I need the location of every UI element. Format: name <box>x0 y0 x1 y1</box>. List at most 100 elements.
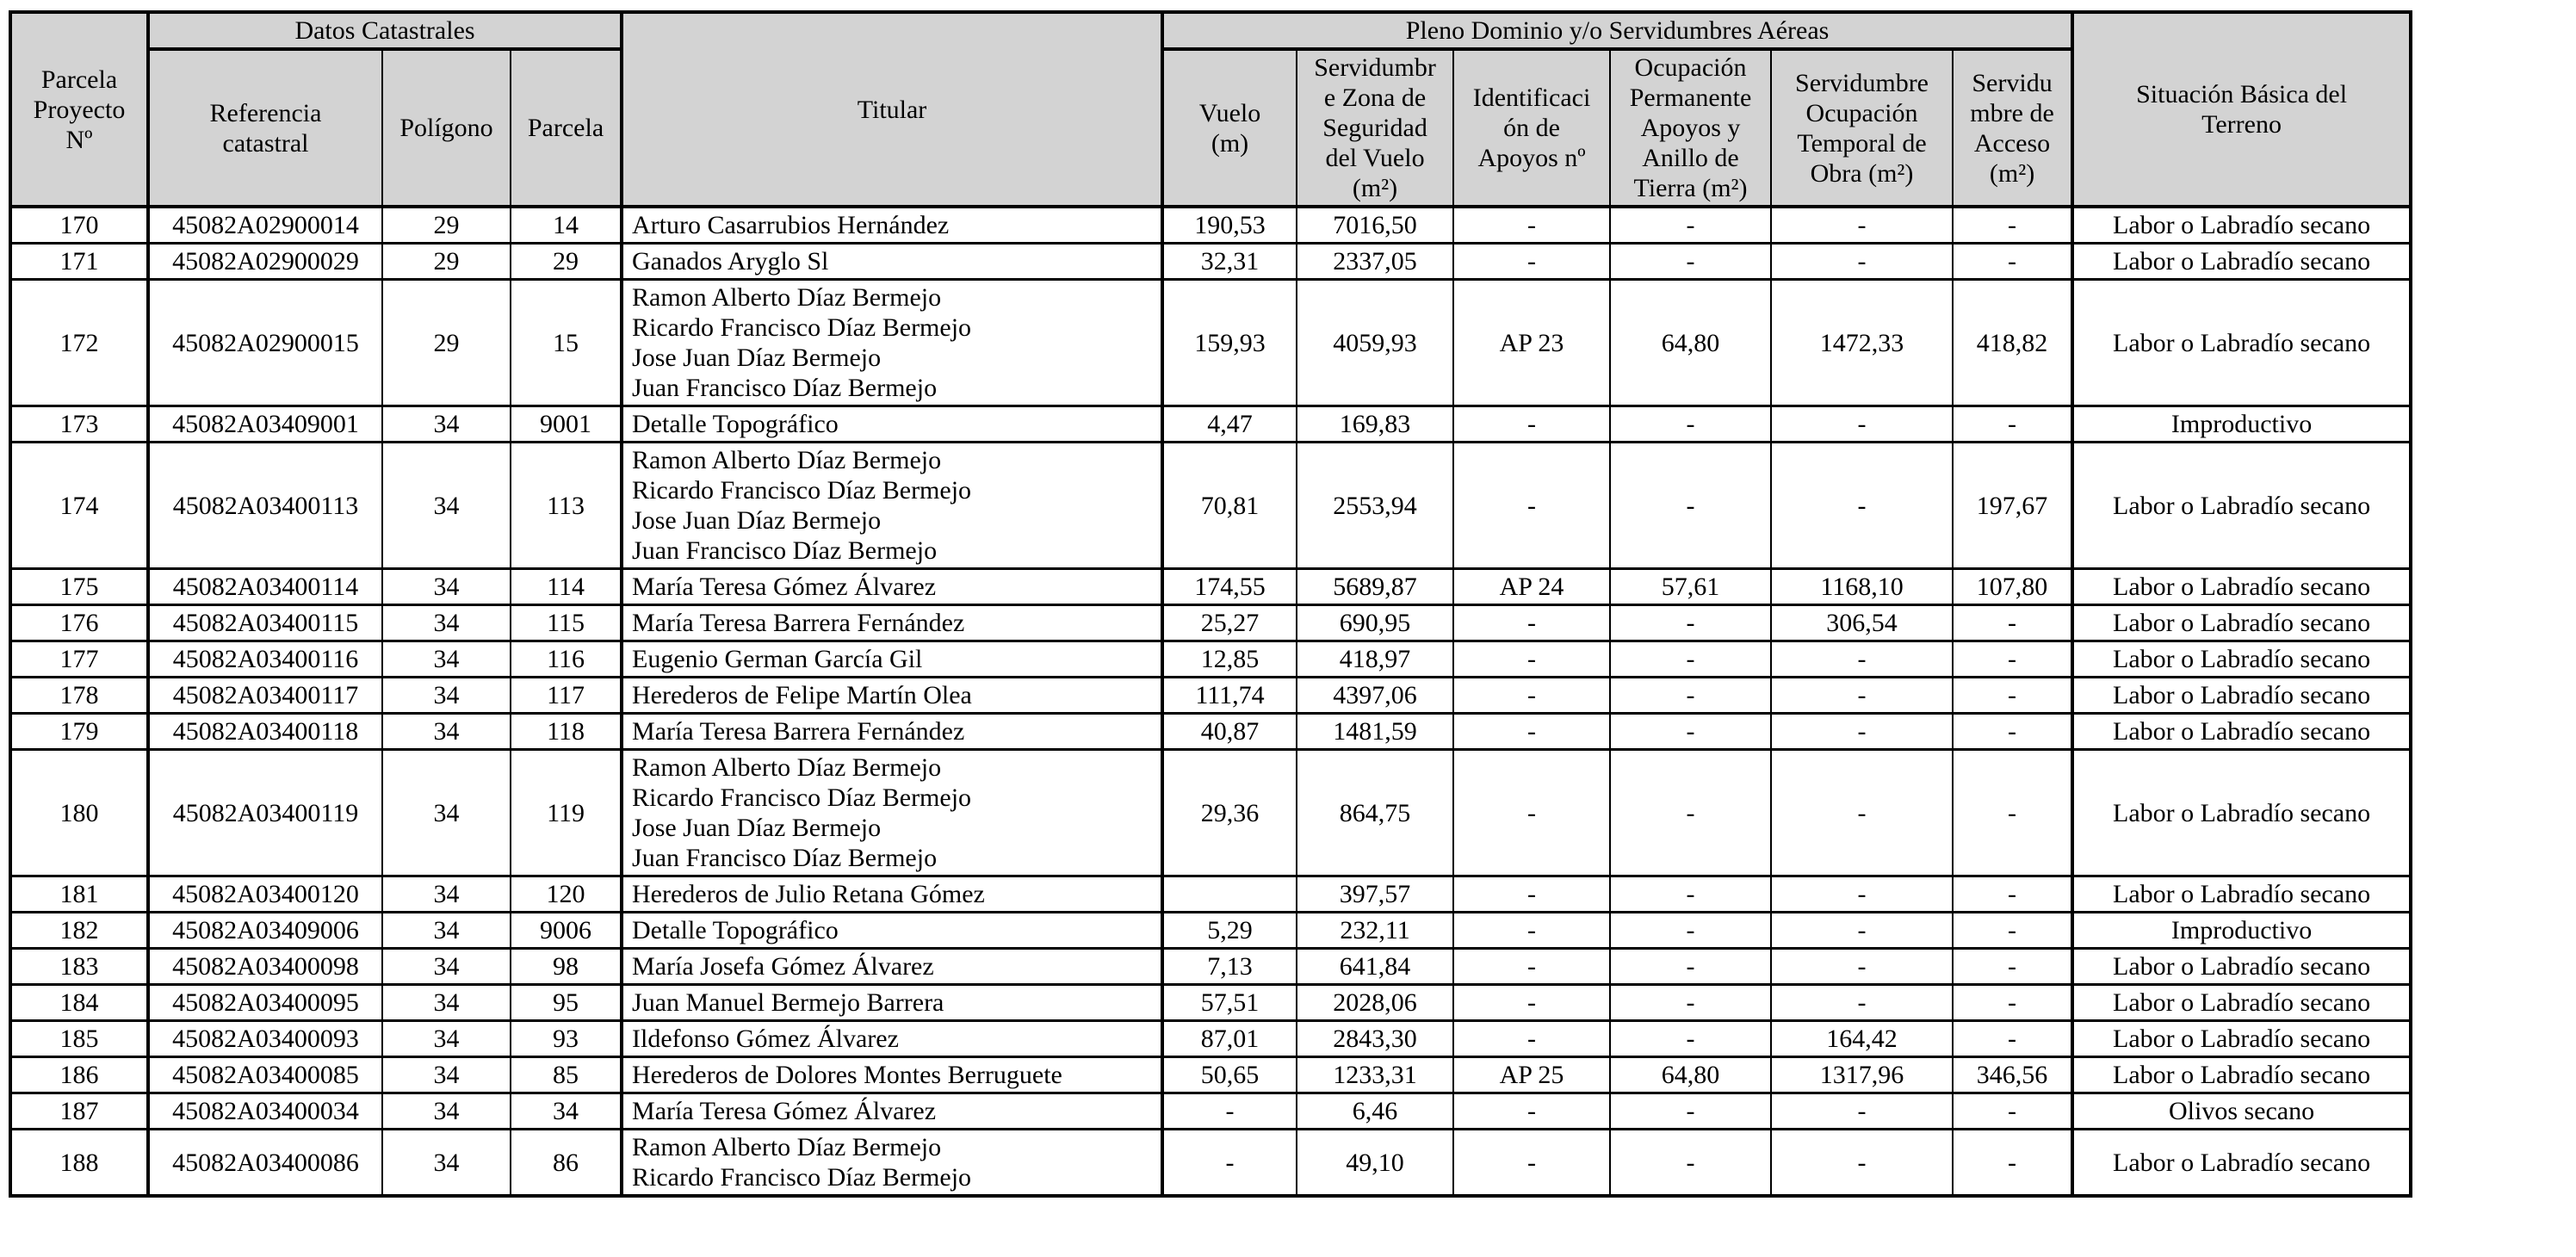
cell-ocupacion: - <box>1609 1019 1773 1058</box>
cell-vuelo: 70,81 <box>1161 441 1298 570</box>
table-row: 183 45082A03400098 34 98 María Josefa Gómez … <box>9 947 2412 986</box>
cell-ocupacion: - <box>1609 441 1773 570</box>
table-row: 178 45082A03400117 34 117 Herederos de Felip… <box>9 676 2412 715</box>
cell-acceso: 346,56 <box>1952 1056 2074 1094</box>
header-referencia-catastral: Referencia catastral <box>146 48 383 208</box>
header-poligono: Polígono <box>381 48 511 208</box>
cell-poligono: 34 <box>381 1092 511 1130</box>
cell-ref: 45082A03400113 <box>146 441 383 570</box>
cell-temporal: - <box>1770 242 1954 281</box>
cell-titular: Ramon Alberto Díaz Bermejo Ricardo Franc… <box>620 278 1164 407</box>
cell-poligono: 34 <box>381 1019 511 1058</box>
table-row: 180 45082A03400119 34 119 Ramon Alberto Díaz… <box>9 748 2412 877</box>
table-row: 185 45082A03400093 34 93 Ildefonso Gómez Álv… <box>9 1019 2412 1058</box>
header-ocupacion-permanente: Ocupación Permanente Apoyos y Anillo de … <box>1609 48 1773 208</box>
cell-servidumbre: 397,57 <box>1296 875 1455 913</box>
cell-num: 180 <box>9 748 149 877</box>
cell-servidumbre: 169,83 <box>1296 405 1455 443</box>
cell-vuelo: 29,36 <box>1161 748 1298 877</box>
cell-ref: 45082A03400117 <box>146 676 383 715</box>
cell-num: 179 <box>9 712 149 751</box>
cell-parcela: 29 <box>509 242 623 281</box>
cell-temporal: - <box>1770 712 1954 751</box>
cell-num: 186 <box>9 1056 149 1094</box>
cell-poligono: 34 <box>381 1056 511 1094</box>
cell-titular: María Josefa Gómez Álvarez <box>620 947 1164 986</box>
cell-apoyos: - <box>1452 405 1612 443</box>
table-row: 174 45082A03400113 34 113 Ramon Alberto Díaz… <box>9 441 2412 570</box>
cell-temporal: - <box>1770 640 1954 678</box>
cell-ocupacion: - <box>1609 640 1773 678</box>
cell-ref: 45082A03409001 <box>146 405 383 443</box>
cell-apoyos: - <box>1452 205 1612 245</box>
cell-poligono: 34 <box>381 748 511 877</box>
cell-parcela: 9001 <box>509 405 623 443</box>
cell-poligono: 34 <box>381 567 511 606</box>
cell-vuelo <box>1161 875 1298 913</box>
cell-ref: 45082A03400034 <box>146 1092 383 1130</box>
cell-acceso: - <box>1952 1092 2074 1130</box>
cell-servidumbre: 2553,94 <box>1296 441 1455 570</box>
cell-servidumbre: 2843,30 <box>1296 1019 1455 1058</box>
cell-poligono: 29 <box>381 278 511 407</box>
cell-vuelo: 25,27 <box>1161 604 1298 642</box>
cell-vuelo: 57,51 <box>1161 983 1298 1022</box>
cell-situacion: Labor o Labradío secano <box>2071 875 2412 913</box>
cell-poligono: 34 <box>381 712 511 751</box>
cell-ref: 45082A03400116 <box>146 640 383 678</box>
cell-ocupacion: 57,61 <box>1609 567 1773 606</box>
cell-ref: 45082A03400114 <box>146 567 383 606</box>
cell-servidumbre: 5689,87 <box>1296 567 1455 606</box>
cell-ref: 45082A03400093 <box>146 1019 383 1058</box>
cell-ref: 45082A03400098 <box>146 947 383 986</box>
cell-situacion: Labor o Labradío secano <box>2071 712 2412 751</box>
cell-poligono: 34 <box>381 1128 511 1198</box>
cell-situacion: Labor o Labradío secano <box>2071 1056 2412 1094</box>
cell-situacion: Labor o Labradío secano <box>2071 242 2412 281</box>
cell-servidumbre: 1481,59 <box>1296 712 1455 751</box>
cell-ocupacion: 64,80 <box>1609 278 1773 407</box>
cell-apoyos: - <box>1452 875 1612 913</box>
cell-parcela: 15 <box>509 278 623 407</box>
header-sub-row: Referencia catastral Polígono Parcela Vu… <box>10 48 2411 208</box>
cell-ref: 45082A03400115 <box>146 604 383 642</box>
cell-servidumbre: 4059,93 <box>1296 278 1455 407</box>
table-row: 187 45082A03400034 34 34 María Teresa Gómez … <box>9 1092 2412 1130</box>
cell-titular: Herederos de Julio Retana Gómez <box>620 875 1164 913</box>
cell-parcela: 85 <box>509 1056 623 1094</box>
cell-num: 183 <box>9 947 149 986</box>
cell-situacion: Labor o Labradío secano <box>2071 278 2412 407</box>
cell-vuelo: 50,65 <box>1161 1056 1298 1094</box>
cell-num: 177 <box>9 640 149 678</box>
cell-apoyos: - <box>1452 676 1612 715</box>
cell-poligono: 29 <box>381 205 511 245</box>
cell-vuelo: 111,74 <box>1161 676 1298 715</box>
cell-poligono: 34 <box>381 983 511 1022</box>
cell-temporal: - <box>1770 748 1954 877</box>
cell-poligono: 34 <box>381 640 511 678</box>
cell-ocupacion: - <box>1609 911 1773 950</box>
cell-situacion: Labor o Labradío secano <box>2071 604 2412 642</box>
header-pleno-dominio: Pleno Dominio y/o Servidumbres Aéreas <box>1161 11 2074 51</box>
cell-acceso: - <box>1952 640 2074 678</box>
cell-acceso: - <box>1952 875 2074 913</box>
cell-apoyos: AP 24 <box>1452 567 1612 606</box>
cell-vuelo: 87,01 <box>1161 1019 1298 1058</box>
header-datos-catastrales: Datos Catastrales <box>146 11 623 51</box>
cell-ocupacion: - <box>1609 947 1773 986</box>
cell-acceso: - <box>1952 911 2074 950</box>
header-servidumbre-zona: Servidumbr e Zona de Seguridad del Vuelo… <box>1296 48 1455 208</box>
cell-servidumbre: 418,97 <box>1296 640 1455 678</box>
cell-temporal: - <box>1770 1128 1954 1198</box>
cell-num: 172 <box>9 278 149 407</box>
cell-vuelo: 190,53 <box>1161 205 1298 245</box>
cell-temporal: 1168,10 <box>1770 567 1954 606</box>
table-row: 171 45082A02900029 29 29 Ganados Aryglo Sl 32… <box>9 242 2412 281</box>
cell-apoyos: - <box>1452 911 1612 950</box>
cell-servidumbre: 864,75 <box>1296 748 1455 877</box>
cell-temporal: - <box>1770 1092 1954 1130</box>
table-row: 172 45082A02900015 29 15 Ramon Alberto Díaz … <box>9 278 2412 407</box>
cell-titular: María Teresa Gómez Álvarez <box>620 567 1164 606</box>
cell-vuelo: 4,47 <box>1161 405 1298 443</box>
cell-temporal: - <box>1770 205 1954 245</box>
